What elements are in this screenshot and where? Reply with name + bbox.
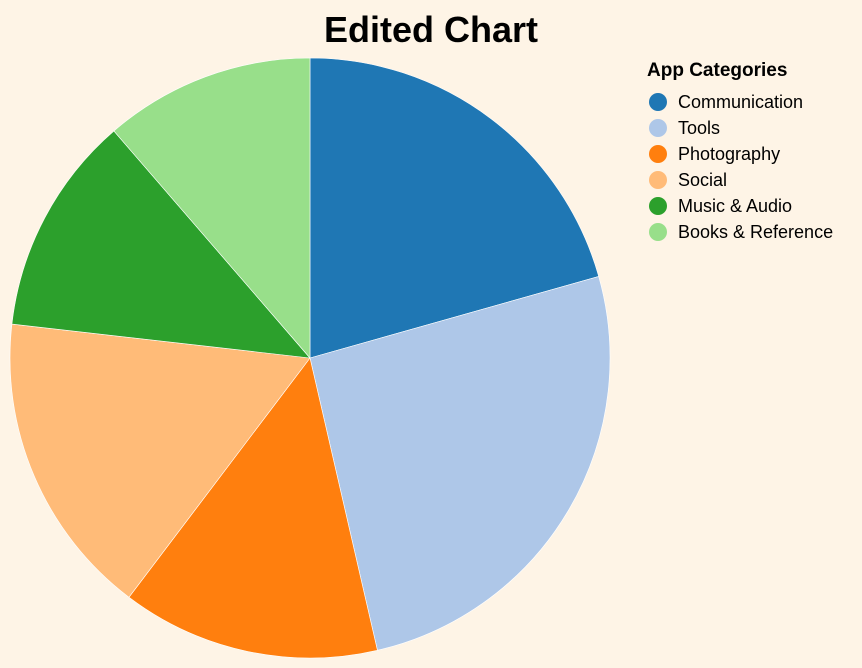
pie-slice-photography (128, 357, 378, 659)
pie-slice-social (9, 323, 311, 598)
chart-title: Edited Chart (324, 9, 538, 50)
legend-title: App Categories (647, 60, 787, 81)
legend-label-music-and-audio: Music & Audio (678, 196, 792, 216)
legend-label-books-and-reference: Books & Reference (678, 222, 833, 242)
legend-label-tools: Tools (678, 118, 720, 138)
legend-swatch-tools (649, 119, 667, 137)
legend-label-photography: Photography (678, 144, 780, 164)
legend-items: Communication Tools Photography Social Music… (649, 92, 833, 242)
legend-label-social: Social (678, 170, 727, 190)
legend-swatch-social (649, 171, 667, 189)
legend-swatch-photography (649, 145, 667, 163)
pie-slice-communication (309, 57, 600, 359)
legend-label-communication: Communication (678, 92, 803, 112)
pie-slice-tools (309, 276, 611, 651)
legend-swatch-music-and-audio (649, 197, 667, 215)
legend: App Categories Communication Tools Photogr… (647, 60, 833, 242)
legend-swatch-communication (649, 93, 667, 111)
legend-swatch-books-and-reference (649, 223, 667, 241)
pie-slice-books-and-reference (113, 57, 311, 359)
pie-slices (9, 57, 611, 659)
pie-slice-music-and-audio (11, 130, 311, 359)
